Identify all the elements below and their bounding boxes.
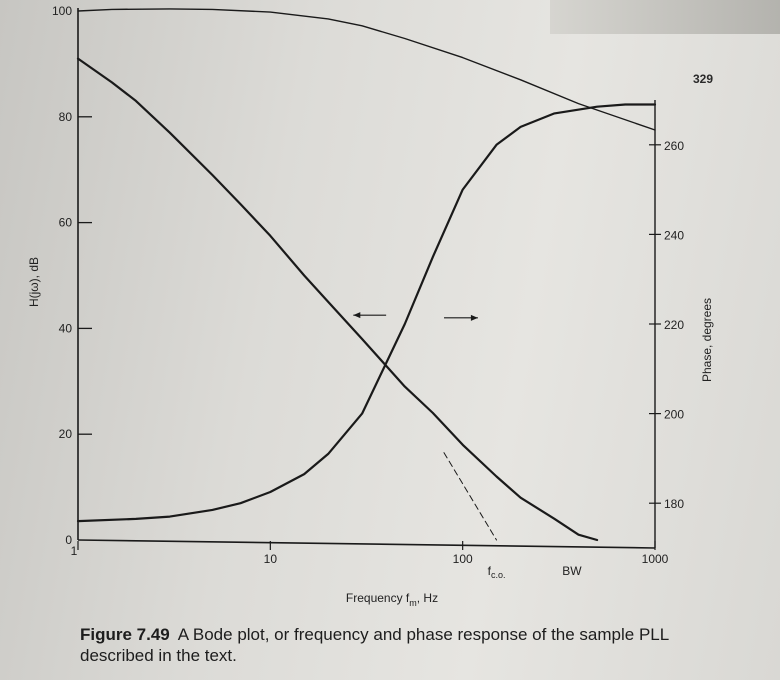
arrow-head-right xyxy=(470,314,478,321)
y2-tick-label: 220 xyxy=(664,318,684,332)
x-axis xyxy=(77,539,656,549)
y2-tick-label: 240 xyxy=(664,228,684,242)
figure-label: Figure 7.49 xyxy=(80,625,170,644)
y2-tick-label: 260 xyxy=(664,139,684,153)
y-tick-label: 100 xyxy=(52,4,72,18)
y2-axis-title: Phase, degrees xyxy=(700,298,714,382)
y-tick-label: 20 xyxy=(59,427,73,441)
arrow-head-left xyxy=(353,312,361,319)
annotation-0: fc.o. xyxy=(488,564,506,580)
x-tick-label: 10 xyxy=(264,552,278,566)
asymptote-dashed xyxy=(443,452,497,541)
figure-caption: Figure 7.49 A Bode plot, or frequency and… xyxy=(80,624,700,666)
upper-boundary-curve xyxy=(77,8,656,131)
y2-tick-label: 200 xyxy=(664,408,684,422)
magnitude-curve xyxy=(76,57,599,542)
x-tick-label: 100 xyxy=(453,552,473,566)
annotation-1: BW xyxy=(562,564,582,578)
phase-curve xyxy=(76,103,657,523)
x-tick-label: 1 xyxy=(71,544,78,558)
y2-tick-label: 180 xyxy=(664,497,684,511)
y-tick-label: 0 xyxy=(65,533,72,547)
page-number: 329 xyxy=(693,72,714,86)
page-edge xyxy=(550,0,780,34)
y-tick-label: 60 xyxy=(59,216,73,230)
y-tick-label: 40 xyxy=(59,321,73,335)
x-tick-label: 1000 xyxy=(642,552,669,566)
x-axis-title: Frequency fm, Hz xyxy=(346,591,438,608)
figure-text: A Bode plot, or frequency and phase resp… xyxy=(80,625,669,665)
y-tick-label: 80 xyxy=(59,110,73,124)
y-axis-title: H(jω), dB xyxy=(27,257,41,307)
